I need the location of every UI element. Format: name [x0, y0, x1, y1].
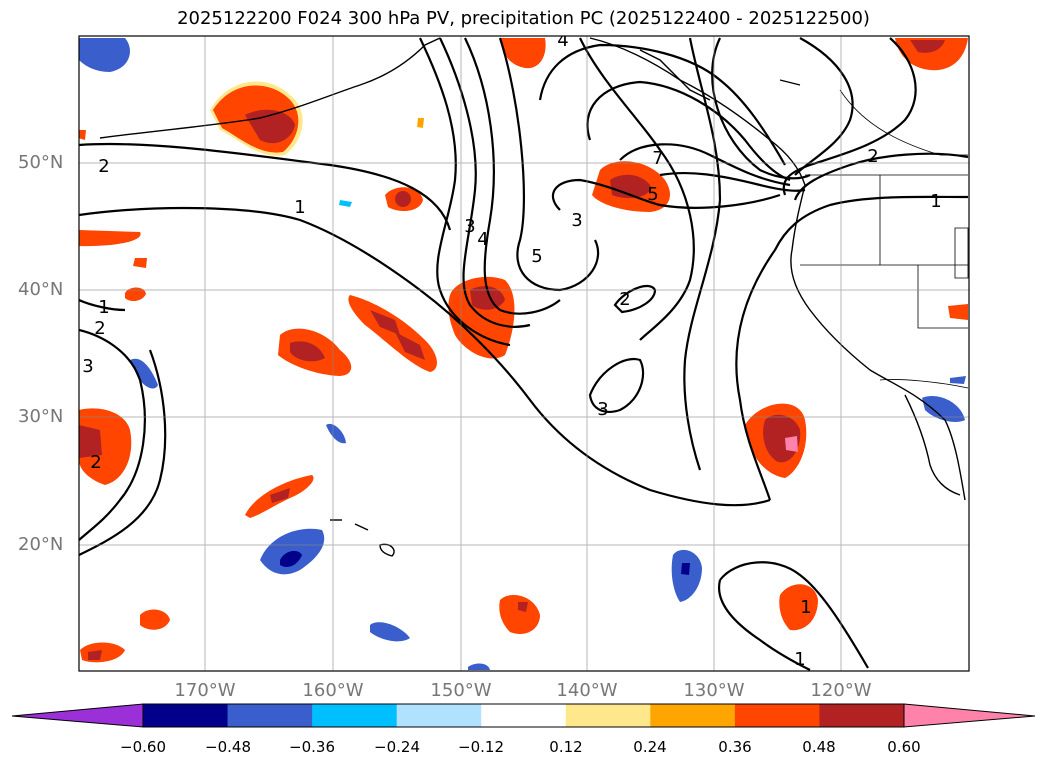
colorbar-tick-label: −0.12 [458, 738, 504, 756]
colorbar [11, 703, 1036, 728]
colorbar-box [312, 704, 398, 727]
map-title: 2025122200 F024 300 hPa PV, precipitatio… [177, 8, 870, 29]
colorbar-tick-label: 0.48 [802, 738, 836, 756]
colorbar-tick-label: 0.24 [633, 738, 667, 756]
map-frame [78, 35, 970, 672]
colorbar-tick-label: 0.60 [887, 738, 921, 756]
contour-label: 5 [647, 184, 658, 205]
colorbar-box [565, 704, 651, 727]
lon-label-140w: 140°W [556, 680, 618, 701]
contour-label: 2 [98, 156, 109, 177]
lon-label-120w: 120°W [810, 680, 872, 701]
precip-negative-areas [79, 38, 966, 670]
lon-label-170w: 170°W [174, 680, 236, 701]
contour-label: 3 [82, 356, 93, 377]
gridlines [79, 36, 969, 671]
contour-label: 2 [619, 289, 630, 310]
contour-label: 4 [477, 229, 488, 250]
contour-label: 2 [867, 146, 878, 167]
colorbar-tick-label: −0.48 [205, 738, 251, 756]
colorbar-high-extension [903, 703, 1036, 728]
colorbar-box [481, 704, 567, 727]
lon-label-160w: 160°W [302, 680, 364, 701]
pv-contours [79, 37, 969, 671]
colorbar-tick-label: −0.36 [289, 738, 335, 756]
contour-label: 1 [294, 197, 305, 218]
lat-label-30n: 30°N [18, 406, 64, 427]
colorbar-box [396, 704, 482, 727]
colorbar-box [734, 704, 820, 727]
contour-label: 3 [464, 216, 475, 237]
contour-label: 2 [94, 318, 105, 339]
contour-label: 1 [930, 191, 941, 212]
colorbar-box [227, 704, 313, 727]
colorbar-low-extension [11, 703, 144, 728]
colorbar-boxes [143, 704, 905, 727]
contour-label: 3 [571, 210, 582, 231]
contour-label: 1 [800, 597, 811, 618]
colorbar-box [650, 704, 736, 727]
colorbar-tick-label: 0.12 [549, 738, 583, 756]
colorbar-tick-label: −0.24 [374, 738, 420, 756]
lat-label-40n: 40°N [18, 279, 64, 300]
contour-label: 4 [557, 30, 568, 51]
colorbar-box [143, 704, 229, 727]
colorbar-tick-label: −0.60 [120, 738, 166, 756]
contour-label: 2 [90, 452, 101, 473]
lat-label-20n: 20°N [18, 534, 64, 555]
contour-label: 1 [794, 649, 805, 670]
contour-label: 5 [531, 246, 542, 267]
colorbar-tick-label: 0.36 [718, 738, 752, 756]
lat-label-50n: 50°N [18, 152, 64, 173]
contour-label: 7 [652, 148, 663, 169]
contour-label: 3 [597, 399, 608, 420]
lon-label-130w: 130°W [683, 680, 745, 701]
colorbar-box [819, 704, 905, 727]
coastlines [99, 37, 966, 557]
lon-label-150w: 150°W [430, 680, 492, 701]
contour-label: 1 [98, 297, 109, 318]
contour-labels: 2 1 4 7 5 2 1 3 4 3 5 2 1 2 3 2 3 1 1 [82, 30, 941, 670]
